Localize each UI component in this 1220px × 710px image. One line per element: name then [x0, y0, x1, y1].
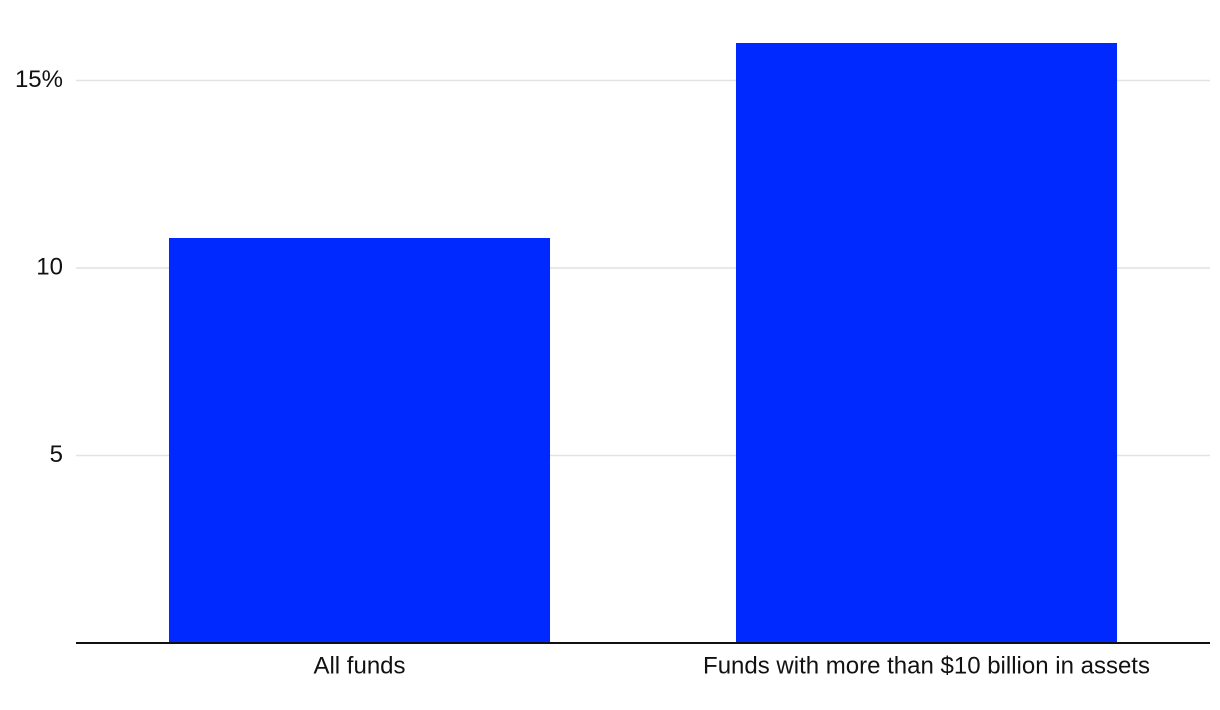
x-tick-label: Funds with more than $10 billion in asse… — [703, 652, 1150, 679]
y-tick-label: 10 — [36, 253, 63, 280]
y-tick-label: 15% — [15, 66, 63, 93]
bar — [168, 238, 551, 643]
bar — [735, 43, 1118, 643]
x-tick-label: All funds — [313, 652, 405, 679]
y-tick-label: 5 — [50, 441, 63, 468]
